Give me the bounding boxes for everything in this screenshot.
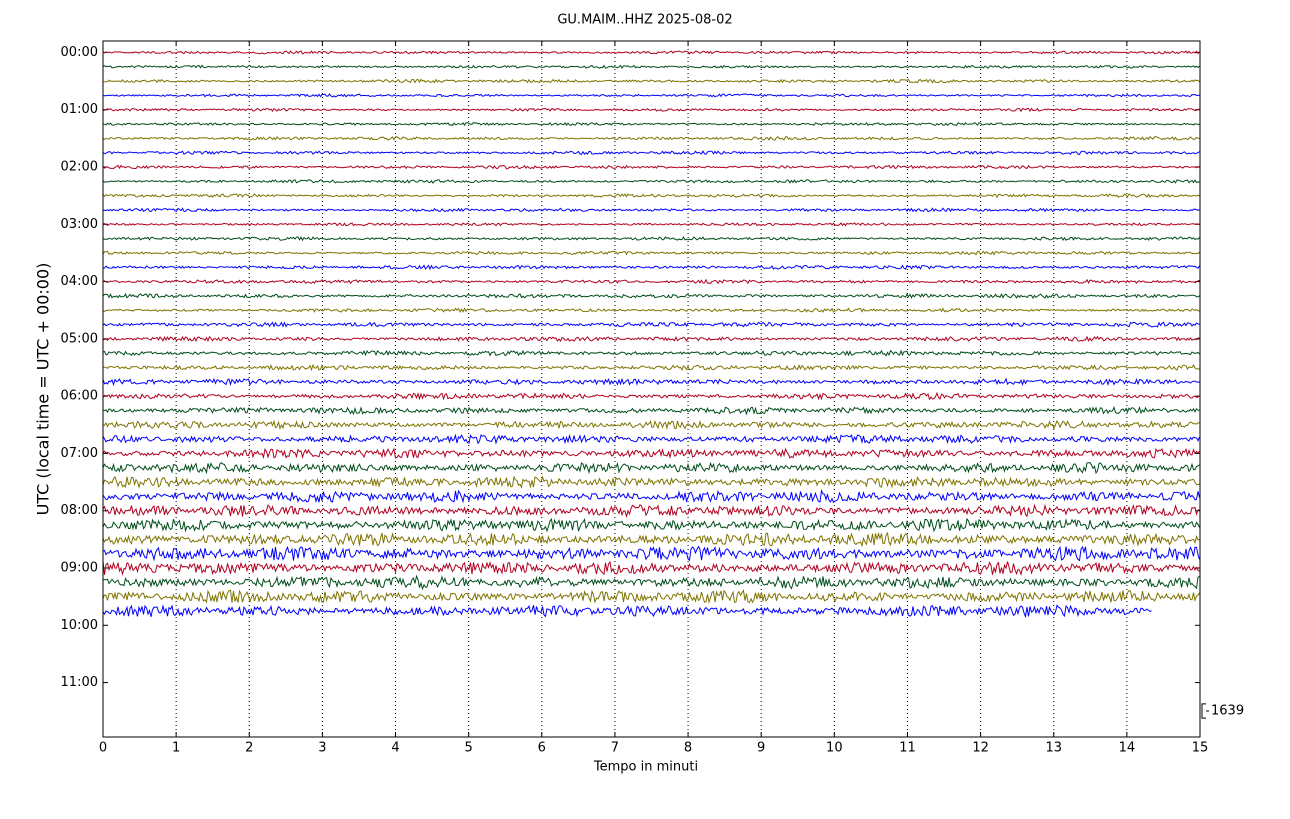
seismic-trace	[102, 560, 1200, 576]
y-tick-label: 06:00	[61, 389, 98, 404]
y-axis-label: UTC (local time = UTC + 00:00)	[34, 263, 53, 516]
x-tick-label: 9	[757, 741, 765, 756]
seismic-trace	[103, 419, 1200, 431]
y-tick-label: 08:00	[61, 503, 98, 518]
y-tick-label: 01:00	[61, 102, 98, 117]
chart-title: GU.MAIM..HHZ 2025-08-02	[557, 13, 732, 28]
seismic-trace	[102, 349, 1200, 357]
y-tick-label: 03:00	[61, 217, 98, 232]
x-tick-label: 6	[538, 741, 546, 756]
seismic-trace	[102, 604, 1152, 619]
seismic-trace	[102, 293, 1200, 299]
y-tick-label: 05:00	[61, 331, 98, 346]
seismic-trace	[102, 589, 1200, 604]
seismic-trace	[102, 64, 1200, 69]
seismic-trace	[103, 78, 1200, 84]
plot-frame	[102, 40, 1201, 738]
y-tick-label: 09:00	[61, 561, 98, 576]
seismic-trace	[102, 517, 1200, 533]
x-tick-label: 1	[172, 741, 180, 756]
seismic-trace	[102, 461, 1200, 475]
seismic-trace	[102, 391, 1200, 401]
x-tick-label: 11	[899, 741, 916, 756]
seismic-trace	[102, 136, 1200, 141]
seismic-trace	[102, 235, 1200, 242]
x-tick-label: 10	[826, 741, 843, 756]
seismic-trace	[102, 250, 1200, 256]
seismic-trace	[102, 488, 1200, 504]
seismic-trace	[102, 264, 1200, 271]
seismic-trace	[102, 363, 1200, 372]
y-tick-label: 04:00	[61, 274, 98, 289]
x-tick-label: 4	[391, 741, 399, 756]
seismic-trace	[102, 447, 1200, 460]
seismic-trace	[102, 433, 1200, 445]
seismic-trace	[102, 150, 1200, 155]
seismic-trace	[102, 335, 1200, 343]
seismic-trace	[102, 107, 1200, 113]
y-tick-label: 07:00	[61, 446, 98, 461]
seismic-trace	[102, 405, 1200, 416]
y-tick-label: 11:00	[61, 675, 98, 690]
x-tick-label: 13	[1045, 741, 1062, 756]
seismic-trace	[102, 545, 1200, 562]
x-tick-label: 12	[972, 741, 989, 756]
seismic-trace	[102, 164, 1200, 170]
seismic-trace	[102, 377, 1200, 387]
seismic-trace	[102, 307, 1200, 314]
x-tick-label: 5	[465, 741, 473, 756]
seismic-trace	[102, 321, 1200, 328]
y-tick-label: 10:00	[61, 618, 98, 633]
scale-bar	[1201, 703, 1209, 719]
seismic-trace	[102, 503, 1200, 519]
x-tick-label: 2	[245, 741, 253, 756]
seismic-trace	[102, 574, 1200, 591]
seismic-trace	[102, 193, 1200, 199]
x-tick-label: 14	[1119, 741, 1136, 756]
seismic-trace	[102, 121, 1200, 127]
x-tick-label: 15	[1192, 741, 1209, 756]
seismic-trace	[102, 475, 1200, 489]
seismic-trace	[102, 222, 1200, 227]
x-tick-label: 0	[99, 741, 107, 756]
y-tick-label: 02:00	[61, 160, 98, 175]
x-tick-label: 3	[318, 741, 326, 756]
x-tick-label: 8	[684, 741, 692, 756]
scale-bar-label: 1639	[1211, 704, 1244, 719]
seismic-trace	[102, 93, 1200, 98]
x-axis-label: Tempo in minuti	[593, 760, 698, 775]
seismic-trace	[102, 531, 1200, 548]
seismic-trace	[102, 179, 1200, 184]
x-tick-label: 7	[611, 741, 619, 756]
seismic-trace	[102, 50, 1200, 55]
seismic-trace	[102, 278, 1200, 285]
seismic-trace	[102, 207, 1200, 213]
y-tick-label: 00:00	[61, 45, 98, 60]
